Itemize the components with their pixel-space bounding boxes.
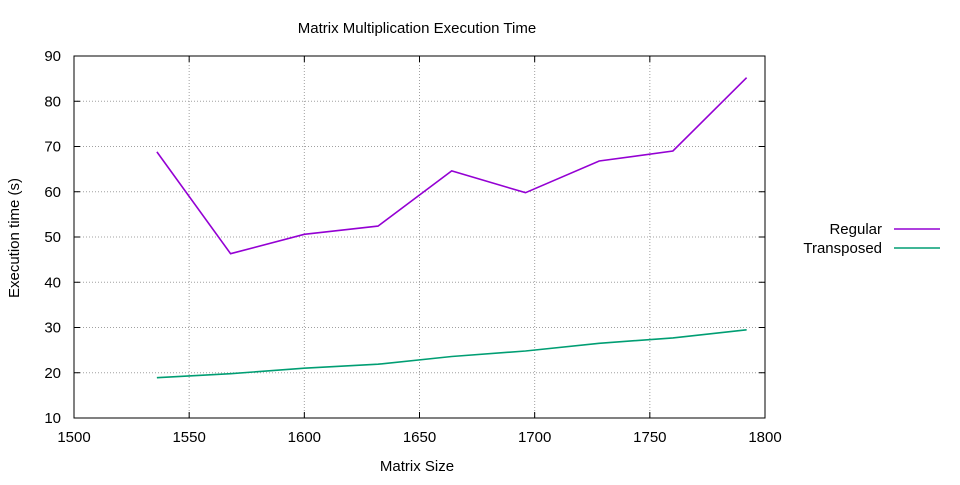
y-tick-label: 30	[44, 320, 61, 337]
y-tick-label: 20	[44, 365, 61, 382]
x-tick-label: 1700	[518, 429, 551, 446]
x-tick-label: 1750	[633, 429, 666, 446]
series	[157, 78, 747, 378]
x-axis-title: Matrix Size	[380, 458, 454, 475]
x-tick-label: 1600	[288, 429, 321, 446]
chart-title: Matrix Multiplication Execution Time	[298, 20, 536, 37]
y-tick-label: 50	[44, 229, 61, 246]
legend-label: Regular	[829, 221, 882, 238]
y-tick-label: 70	[44, 139, 61, 156]
legend: Regular Transposed	[803, 221, 940, 257]
y-tick-label: 90	[44, 48, 61, 65]
series-line-transposed	[157, 330, 747, 378]
y-tick-label: 60	[44, 184, 61, 201]
legend-label: Transposed	[803, 240, 882, 257]
x-tick-label: 1800	[748, 429, 781, 446]
y-tick-label: 80	[44, 93, 61, 110]
grid	[74, 56, 765, 418]
series-line-regular	[157, 78, 747, 254]
y-axis-title: Execution time (s)	[6, 178, 23, 298]
x-tick-label: 1500	[57, 429, 90, 446]
x-tick-label: 1650	[403, 429, 436, 446]
x-tick-label: 1550	[172, 429, 205, 446]
ticks: 1500 1550 1600 1650 1700 1750 1800 10 20 30 40 50 60…	[44, 48, 781, 446]
y-tick-label: 10	[44, 410, 61, 427]
y-tick-label: 40	[44, 274, 61, 291]
